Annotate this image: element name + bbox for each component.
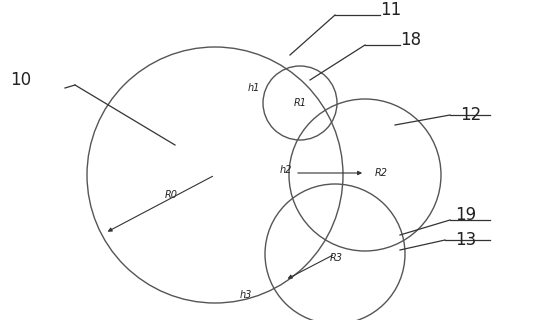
Text: h1: h1 (248, 83, 261, 93)
Text: h2: h2 (280, 165, 293, 175)
Text: 18: 18 (400, 31, 421, 49)
Text: 13: 13 (455, 231, 476, 249)
Text: R1: R1 (294, 98, 307, 108)
Text: R2: R2 (375, 168, 388, 178)
Text: R3: R3 (330, 253, 343, 263)
Text: 10: 10 (10, 71, 31, 89)
Text: 12: 12 (460, 106, 481, 124)
Text: h3: h3 (240, 290, 252, 300)
Text: 11: 11 (380, 1, 401, 19)
Text: 19: 19 (455, 206, 476, 224)
Text: R0: R0 (165, 190, 178, 200)
